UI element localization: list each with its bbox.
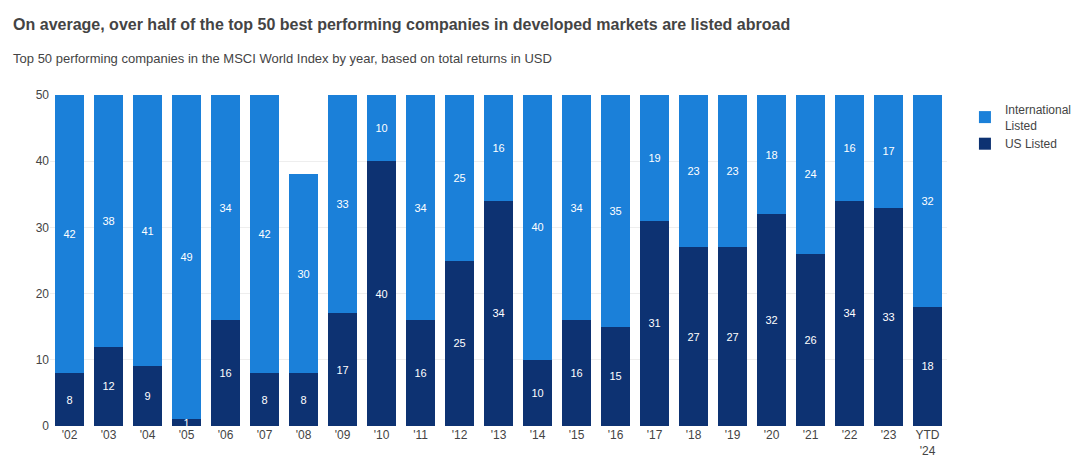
svg-text:US Listed: US Listed bbox=[1005, 137, 1057, 151]
svg-text:25: 25 bbox=[453, 337, 465, 349]
svg-text:10: 10 bbox=[531, 387, 543, 399]
svg-text:34: 34 bbox=[843, 307, 855, 319]
svg-text:'04: '04 bbox=[140, 428, 156, 442]
svg-text:20: 20 bbox=[36, 287, 50, 301]
svg-text:27: 27 bbox=[687, 331, 699, 343]
svg-text:42: 42 bbox=[258, 228, 270, 240]
svg-text:33: 33 bbox=[336, 198, 348, 210]
svg-text:Top 50 performing companies in: Top 50 performing companies in the MSCI … bbox=[13, 51, 552, 66]
svg-text:9: 9 bbox=[144, 390, 150, 402]
svg-text:'02: '02 bbox=[62, 428, 78, 442]
svg-text:8: 8 bbox=[66, 394, 72, 406]
svg-text:35: 35 bbox=[609, 205, 621, 217]
svg-text:34: 34 bbox=[492, 307, 504, 319]
svg-text:16: 16 bbox=[414, 367, 426, 379]
svg-text:41: 41 bbox=[141, 225, 153, 237]
svg-text:27: 27 bbox=[726, 331, 738, 343]
svg-text:12: 12 bbox=[102, 380, 114, 392]
svg-text:'03: '03 bbox=[101, 428, 117, 442]
svg-text:25: 25 bbox=[453, 172, 465, 184]
svg-text:On average, over half of the t: On average, over half of the top 50 best… bbox=[13, 16, 790, 33]
svg-text:30: 30 bbox=[36, 221, 50, 235]
svg-text:'13: '13 bbox=[491, 428, 507, 442]
svg-text:30: 30 bbox=[297, 268, 309, 280]
svg-text:49: 49 bbox=[180, 251, 192, 263]
svg-text:8: 8 bbox=[261, 394, 267, 406]
svg-text:50: 50 bbox=[36, 88, 50, 102]
svg-text:'16: '16 bbox=[608, 428, 624, 442]
svg-text:'05: '05 bbox=[179, 428, 195, 442]
svg-text:'12: '12 bbox=[452, 428, 468, 442]
svg-text:32: 32 bbox=[765, 314, 777, 326]
svg-text:InternationalListed: InternationalListed bbox=[1005, 103, 1071, 133]
svg-text:16: 16 bbox=[492, 142, 504, 154]
svg-text:40: 40 bbox=[531, 221, 543, 233]
svg-text:17: 17 bbox=[336, 364, 348, 376]
svg-text:15: 15 bbox=[609, 370, 621, 382]
svg-text:'19: '19 bbox=[725, 428, 741, 442]
svg-text:'06: '06 bbox=[218, 428, 234, 442]
svg-text:34: 34 bbox=[570, 202, 582, 214]
svg-text:10: 10 bbox=[36, 353, 50, 367]
svg-text:23: 23 bbox=[687, 165, 699, 177]
svg-text:'20: '20 bbox=[764, 428, 780, 442]
svg-text:8: 8 bbox=[300, 394, 306, 406]
svg-text:34: 34 bbox=[414, 202, 426, 214]
svg-text:23: 23 bbox=[726, 165, 738, 177]
svg-text:'07: '07 bbox=[257, 428, 273, 442]
svg-text:'14: '14 bbox=[530, 428, 546, 442]
svg-text:40: 40 bbox=[375, 288, 387, 300]
svg-text:18: 18 bbox=[921, 360, 933, 372]
svg-text:31: 31 bbox=[648, 317, 660, 329]
svg-text:0: 0 bbox=[42, 419, 49, 433]
svg-text:'17: '17 bbox=[647, 428, 663, 442]
svg-text:33: 33 bbox=[882, 311, 894, 323]
svg-text:32: 32 bbox=[921, 195, 933, 207]
svg-text:17: 17 bbox=[882, 145, 894, 157]
svg-text:'15: '15 bbox=[569, 428, 585, 442]
svg-text:'10: '10 bbox=[374, 428, 390, 442]
svg-text:'11: '11 bbox=[413, 428, 428, 442]
svg-text:16: 16 bbox=[219, 367, 231, 379]
svg-text:'21: '21 bbox=[803, 428, 819, 442]
svg-text:40: 40 bbox=[36, 154, 50, 168]
svg-text:'09: '09 bbox=[335, 428, 351, 442]
svg-text:26: 26 bbox=[804, 334, 816, 346]
svg-text:'22: '22 bbox=[842, 428, 858, 442]
svg-text:34: 34 bbox=[219, 202, 231, 214]
svg-text:YTD'24: YTD'24 bbox=[916, 428, 940, 458]
svg-text:16: 16 bbox=[570, 367, 582, 379]
svg-text:24: 24 bbox=[804, 168, 816, 180]
svg-text:19: 19 bbox=[648, 152, 660, 164]
svg-text:18: 18 bbox=[765, 149, 777, 161]
svg-text:'23: '23 bbox=[881, 428, 897, 442]
svg-text:10: 10 bbox=[375, 122, 387, 134]
svg-text:38: 38 bbox=[102, 215, 114, 227]
svg-text:'08: '08 bbox=[296, 428, 312, 442]
svg-text:1: 1 bbox=[183, 417, 189, 429]
svg-text:'18: '18 bbox=[686, 428, 702, 442]
svg-text:16: 16 bbox=[843, 142, 855, 154]
svg-text:42: 42 bbox=[63, 228, 75, 240]
